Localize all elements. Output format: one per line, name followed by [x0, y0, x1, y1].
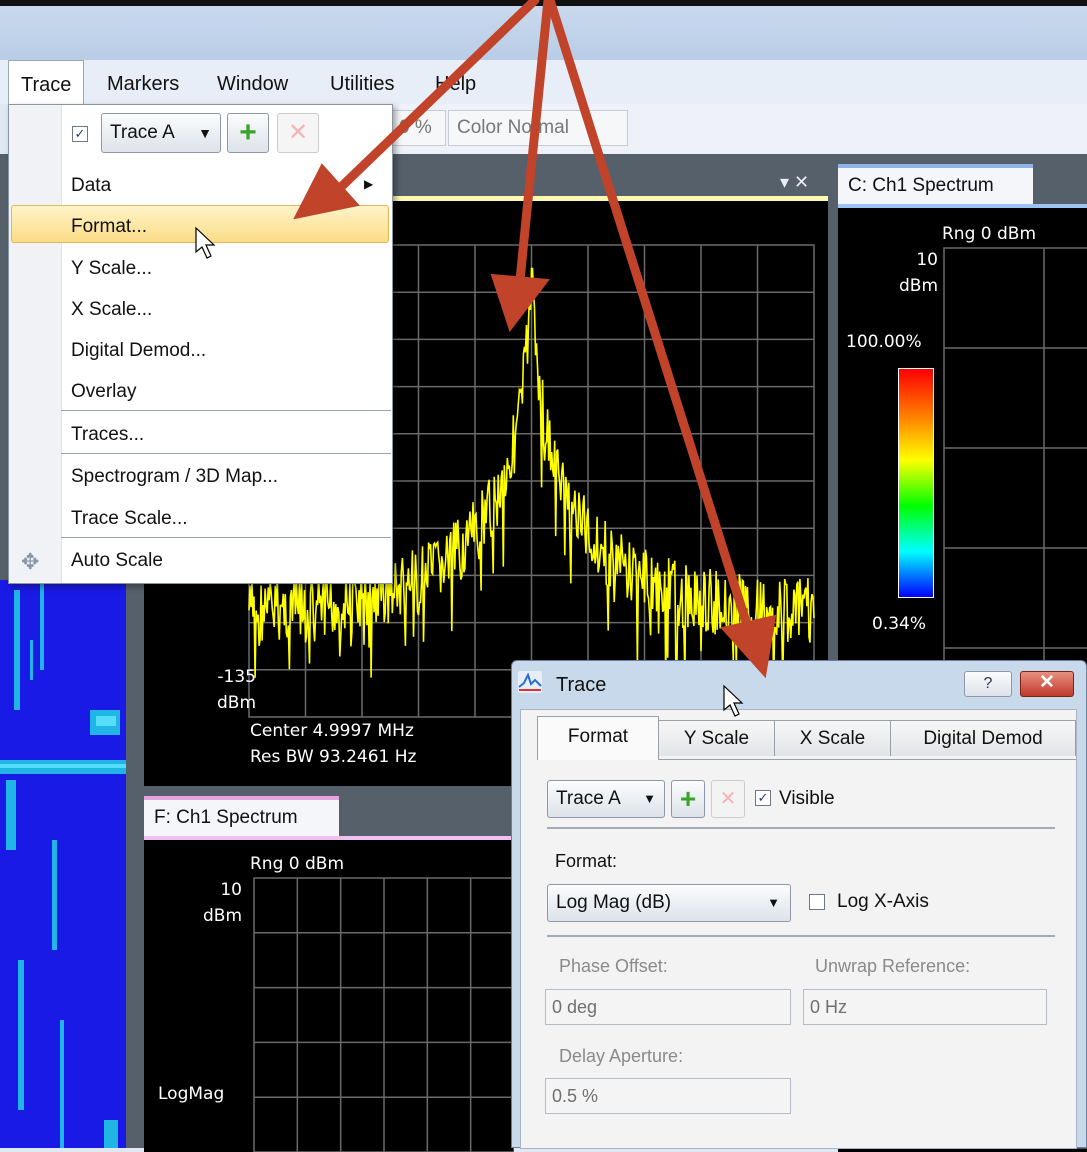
trace-app-icon: [518, 671, 542, 693]
menu-item-trace-scale[interactable]: Trace Scale...: [71, 508, 188, 529]
color-scale-high: 100.00%: [846, 332, 922, 352]
y-axis-bottom-unit: dBm: [216, 693, 256, 713]
chevron-down-icon: ▼: [643, 791, 656, 806]
divider: [547, 935, 1055, 937]
trace-selector-label: Trace A: [110, 122, 175, 143]
spectrogram-strip: [0, 580, 126, 1148]
menu-item-spectrogram[interactable]: Spectrogram / 3D Map...: [71, 466, 278, 487]
format-label: Format:: [555, 851, 618, 871]
window-title-bar: [0, 0, 1087, 60]
tab-strip-border: [537, 759, 1076, 760]
log-x-axis-label: Log X-Axis: [837, 891, 929, 912]
visible-label: Visible: [779, 788, 835, 809]
toolbar: 0 % Color Normal: [390, 104, 1087, 154]
pane-c-top-unit: dBm: [898, 276, 938, 296]
log-x-axis-checkbox[interactable]: [809, 894, 825, 910]
resolution-bandwidth: Res BW 93.2461 Hz: [250, 747, 417, 767]
delay-aperture-field: 0.5 %: [545, 1078, 791, 1114]
percent-field[interactable]: 0 %: [390, 110, 446, 146]
menu-help[interactable]: Help: [435, 73, 477, 95]
menu-item-traces[interactable]: Traces...: [71, 424, 145, 445]
menu-separator: [61, 453, 391, 454]
pane-f-top-unit: dBm: [202, 906, 242, 926]
menu-item-digital-demod[interactable]: Digital Demod...: [71, 340, 207, 361]
tab-pane-f[interactable]: F: Ch1 Spectrum: [144, 796, 339, 836]
pane-a-controls[interactable]: ▾ ✕: [780, 172, 810, 192]
dialog-trace-selector-label: Trace A: [556, 788, 621, 809]
delay-aperture-label: Delay Aperture:: [559, 1046, 684, 1066]
color-mode-select[interactable]: Color Normal: [448, 110, 628, 146]
help-button[interactable]: ?: [964, 671, 1012, 697]
menu-separator: [61, 537, 391, 538]
center-frequency: Center 4.9997 MHz: [250, 721, 414, 741]
menu-window[interactable]: Window: [217, 73, 289, 95]
pane-c-range: Rng 0 dBm: [942, 224, 1037, 244]
color-scale-low: 0.34%: [872, 614, 927, 634]
menu-item-format-highlight[interactable]: [11, 205, 389, 243]
dialog-delete-trace-icon: ✕: [711, 780, 745, 818]
pane-f-top-value: 10: [220, 880, 242, 900]
format-select[interactable]: Log Mag (dB) ▼: [547, 884, 791, 922]
close-button[interactable]: ✕: [1020, 671, 1074, 697]
menu-trace[interactable]: Trace: [8, 60, 85, 104]
tab-format[interactable]: Format: [537, 716, 659, 760]
submenu-arrow-icon: ▶: [364, 177, 374, 191]
menu-item-auto-scale[interactable]: Auto Scale: [71, 550, 163, 571]
divider: [547, 827, 1055, 829]
pane-f[interactable]: Rng 0 dBm 10 dBm LogMag: [144, 836, 514, 1152]
menu-bar: Trace Markers Window Utilities Help: [0, 60, 1087, 104]
chevron-down-icon: ▼: [198, 125, 212, 141]
menu-separator: [61, 410, 391, 411]
tab-digital-demod[interactable]: Digital Demod: [890, 720, 1076, 756]
menu-item-data[interactable]: Data: [71, 175, 112, 196]
spectrogram-graphic: [0, 580, 126, 1148]
y-axis-bottom-value: -135: [217, 667, 256, 687]
auto-scale-icon: ✥: [21, 549, 40, 574]
chevron-down-icon: ▼: [767, 895, 780, 910]
trace-visible-checkbox[interactable]: ✓: [72, 126, 88, 142]
menu-markers[interactable]: Markers: [107, 73, 180, 95]
unwrap-reference-label: Unwrap Reference:: [815, 956, 971, 976]
format-select-value: Log Mag (dB): [556, 892, 672, 913]
delete-trace-icon: ✕: [277, 113, 319, 153]
trace-menu-dropdown: ✓ Trace A ▼ + ✕ Data ▶ Format... Y Scale.…: [8, 104, 393, 584]
trace-dialog: Trace ? ✕ Format Y Scale X Scale Digital…: [511, 660, 1087, 1149]
menu-gutter: [9, 105, 62, 583]
tab-pane-c[interactable]: C: Ch1 Spectrum: [838, 164, 1033, 204]
pane-f-grid: [253, 877, 514, 1152]
phase-offset-field: 0 deg: [545, 989, 791, 1025]
dialog-add-trace-icon[interactable]: +: [671, 780, 705, 818]
menu-utilities[interactable]: Utilities: [330, 73, 395, 95]
tab-y-scale[interactable]: Y Scale: [658, 720, 775, 756]
pane-f-plot: [253, 877, 514, 1152]
pane-c-top-value: 10: [916, 250, 938, 270]
dialog-trace-selector[interactable]: Trace A ▼: [547, 780, 665, 818]
dialog-title: Trace: [556, 674, 607, 696]
unwrap-reference-field: 0 Hz: [803, 989, 1047, 1025]
visible-checkbox[interactable]: ✓: [755, 790, 771, 806]
dialog-body: Format Y Scale X Scale Digital Demod Tra…: [520, 709, 1077, 1149]
color-scale-bar: [898, 368, 934, 598]
menu-item-x-scale[interactable]: X Scale...: [71, 299, 153, 320]
menu-item-overlay[interactable]: Overlay: [71, 381, 137, 402]
menu-item-format[interactable]: Format...: [71, 216, 148, 237]
phase-offset-label: Phase Offset:: [559, 956, 668, 976]
pane-f-scale-type: LogMag: [158, 1084, 225, 1104]
tab-x-scale[interactable]: X Scale: [774, 720, 891, 756]
trace-selector[interactable]: Trace A ▼: [101, 113, 221, 153]
pane-f-range: Rng 0 dBm: [250, 854, 345, 874]
add-trace-icon[interactable]: +: [227, 113, 269, 153]
menu-item-y-scale[interactable]: Y Scale...: [71, 258, 152, 279]
